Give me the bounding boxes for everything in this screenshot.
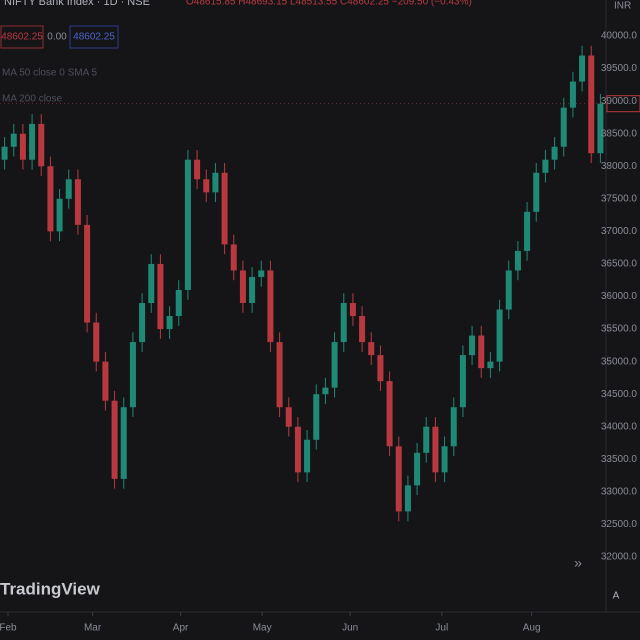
- auto-scale[interactable]: A: [613, 591, 620, 602]
- currency: INR: [614, 1, 631, 12]
- y-tick-label: 32000.0: [601, 552, 638, 563]
- buy-box[interactable]: [69, 25, 119, 49]
- x-tick-label: Jun: [342, 623, 358, 634]
- y-tick-label: 33000.0: [601, 487, 638, 498]
- y-tick-label: 34000.0: [601, 421, 638, 432]
- y-tick-label: 39000.0: [601, 96, 638, 107]
- spread: 0.00: [47, 32, 67, 43]
- symbol: NIFTY Bank Index · 1D · NSE: [4, 0, 150, 8]
- x-tick-label: Apr: [173, 623, 189, 634]
- indicator: MA 50 close 0 SMA 5: [2, 68, 97, 79]
- y-tick-label: 36500.0: [601, 259, 638, 270]
- indicator: MA 200 close: [2, 94, 62, 105]
- y-tick-label: 38500.0: [601, 128, 638, 139]
- ohlc: O48615.85 H48693.15 L48513.55 C48602.25 …: [186, 0, 472, 8]
- price-label-box: [606, 95, 640, 113]
- y-tick-label: 37000.0: [601, 226, 638, 237]
- x-tick-label: May: [253, 623, 272, 634]
- y-tick-label: 37500.0: [601, 193, 638, 204]
- x-tick-label: Aug: [523, 623, 541, 634]
- sell[interactable]: 48602.25: [1, 32, 43, 43]
- y-tick-label: 34500.0: [601, 389, 638, 400]
- y-tick-label: 40000.0: [601, 31, 638, 42]
- y-tick-label: 32500.0: [601, 519, 638, 530]
- scroll-button[interactable]: »: [574, 555, 582, 571]
- sell-box[interactable]: [0, 25, 44, 49]
- y-tick-label: 33500.0: [601, 454, 638, 465]
- x-tick-label: Mar: [84, 623, 102, 634]
- x-tick-label: Feb: [0, 623, 17, 634]
- buy[interactable]: 48602.25: [73, 32, 115, 43]
- y-tick-label: 35500.0: [601, 324, 638, 335]
- y-tick-label: 36000.0: [601, 291, 638, 302]
- x-tick-label: Jul: [435, 623, 448, 634]
- y-tick-label: 35000.0: [601, 356, 638, 367]
- y-tick-label: 39500.0: [601, 63, 638, 74]
- logo: TradingView: [0, 579, 101, 598]
- y-tick-label: 38000.0: [601, 161, 638, 172]
